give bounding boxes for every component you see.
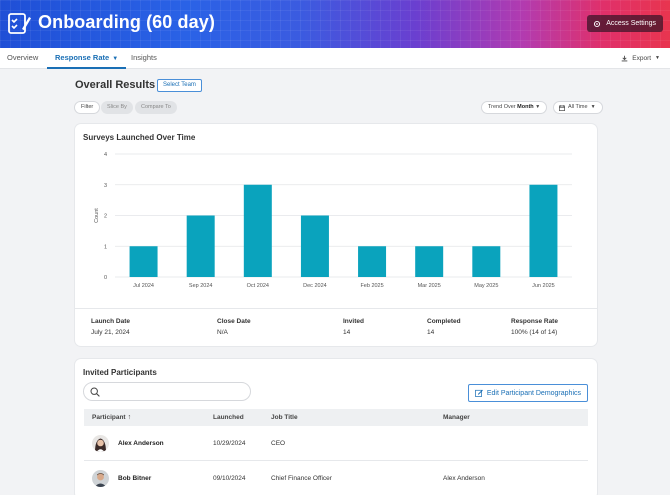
edit-participant-demographics-button[interactable]: Edit Participant Demographics — [467, 384, 588, 402]
participants-title: Invited Participants — [83, 368, 157, 377]
manager: Alex Anderson — [443, 475, 485, 482]
x-tick-label: May 2025 — [474, 283, 498, 289]
table-header: Participant ↑ Launched Job Title Manager — [84, 409, 588, 426]
export-label: Export — [632, 55, 652, 62]
response-rate-value: 100% (14 of 14) — [511, 329, 558, 336]
invited-value: 14 — [343, 329, 351, 336]
chevron-down-icon: ▼ — [590, 104, 596, 110]
tab-response-rate-label: Response Rate — [55, 53, 110, 62]
close-date-label: Close Date — [217, 318, 251, 325]
participant-search-input[interactable] — [83, 382, 251, 401]
select-team-button[interactable]: Select Team — [157, 79, 202, 92]
search-icon — [90, 387, 100, 397]
launch-date-stat: Launch Date July 21, 2024 — [91, 318, 130, 336]
nav-bar: Overview Response Rate ▼ Insights Export … — [0, 48, 670, 69]
header-banner: Onboarding (60 day) Access Settings — [0, 0, 670, 48]
bar — [529, 184, 558, 277]
column-header-manager[interactable]: Manager — [443, 414, 470, 421]
tab-response-rate[interactable]: Response Rate ▼ — [47, 48, 127, 69]
participant-name: Alex Anderson — [118, 440, 164, 447]
column-header-job-title[interactable]: Job Title — [271, 414, 298, 421]
x-tick-label: Oct 2024 — [247, 283, 269, 289]
table-row[interactable]: Alex Anderson 10/29/2024 CEO — [84, 426, 588, 461]
y-tick-label: 1 — [104, 244, 107, 250]
invited-stat: Invited 14 — [343, 318, 364, 336]
avatar — [92, 470, 109, 487]
table-row[interactable]: Bob Bitner 09/10/2024 Chief Finance Offi… — [84, 461, 588, 495]
invited-label: Invited — [343, 318, 364, 325]
avatar — [92, 435, 109, 452]
job-title: Chief Finance Officer — [271, 475, 332, 482]
trend-over-value: Month — [517, 104, 534, 110]
access-settings-button[interactable]: Access Settings — [587, 15, 663, 32]
launched-date: 10/29/2024 — [213, 440, 246, 447]
gear-icon — [594, 20, 601, 27]
survey-checklist-icon — [8, 13, 31, 34]
y-tick-label: 0 — [104, 275, 107, 281]
overall-results-title: Overall Results — [75, 79, 156, 91]
launched-date: 09/10/2024 — [213, 475, 246, 482]
x-tick-label: Mar 2025 — [418, 283, 441, 289]
bar — [129, 246, 158, 277]
column-participant-label: Participant — [92, 414, 126, 421]
page-title: Onboarding (60 day) — [38, 12, 215, 32]
chevron-down-icon: ▼ — [655, 55, 660, 61]
launch-date-value: July 21, 2024 — [91, 329, 130, 336]
participant-name: Bob Bitner — [118, 475, 152, 482]
calendar-icon — [559, 104, 565, 111]
column-header-participant[interactable]: Participant ↑ — [92, 409, 131, 426]
time-range-dropdown[interactable]: All Time ▼ — [553, 101, 603, 114]
slice-by-button[interactable]: Slice By — [101, 101, 133, 114]
y-axis-label: Count — [94, 208, 100, 223]
completed-value: 14 — [427, 329, 435, 336]
y-tick-label: 3 — [104, 183, 107, 189]
participants-card: Invited Participants Edit Participant De… — [75, 359, 597, 495]
completed-label: Completed — [427, 318, 461, 325]
export-button[interactable]: Export ▼ — [621, 48, 660, 69]
job-title: CEO — [271, 440, 286, 447]
bar — [415, 246, 444, 277]
sort-up-icon: ↑ — [127, 414, 132, 421]
x-tick-label: Dec 2024 — [303, 283, 327, 289]
bar — [472, 246, 501, 277]
bar — [186, 215, 215, 277]
response-rate-stat: Response Rate 100% (14 of 14) — [511, 318, 558, 336]
chevron-down-icon: ▼ — [112, 56, 119, 62]
trend-over-dropdown[interactable]: Trend Over Month ▼ — [481, 101, 548, 114]
x-tick-label: Jul 2024 — [133, 283, 154, 289]
tab-insights[interactable]: Insights — [131, 48, 157, 69]
bar — [300, 215, 329, 277]
tab-insights-label: Insights — [131, 53, 157, 62]
launch-date-label: Launch Date — [91, 318, 131, 325]
tab-overview-label: Overview — [7, 53, 39, 62]
bar — [243, 184, 272, 277]
summary-row: Launch Date July 21, 2024 Close Date N/A… — [75, 308, 597, 346]
y-tick-label: 2 — [104, 214, 107, 220]
response-rate-label: Response Rate — [511, 318, 558, 325]
close-date-stat: Close Date N/A — [217, 318, 251, 336]
x-tick-label: Feb 2025 — [360, 283, 383, 289]
tab-overview[interactable]: Overview — [7, 48, 38, 69]
filter-button[interactable]: Filter — [74, 101, 101, 114]
time-range-label: All Time — [568, 104, 588, 110]
bar — [358, 246, 387, 277]
chevron-down-icon: ▼ — [535, 104, 541, 110]
trend-over-label: Trend Over — [488, 104, 516, 110]
column-header-launched[interactable]: Launched — [213, 414, 244, 421]
access-settings-label: Access Settings — [606, 20, 656, 27]
compare-to-button[interactable]: Compare To — [135, 101, 177, 114]
edit-participant-demographics-label: Edit Participant Demographics — [486, 389, 581, 397]
download-icon — [621, 55, 628, 62]
x-tick-label: Sep 2024 — [189, 283, 213, 289]
completed-stat: Completed 14 — [427, 318, 461, 336]
surveys-bar-chart: 0 1 2 3 4 Count Jul 2024 Sep 2024 Oct 2024 Dec 20… — [94, 152, 572, 289]
chart-card: Surveys Launched Over Time 0 1 2 3 4 Count Jul… — [75, 124, 597, 346]
y-tick-label: 4 — [104, 152, 107, 158]
edit-icon — [474, 389, 483, 397]
close-date-value: N/A — [217, 329, 228, 336]
x-tick-label: Jun 2025 — [532, 283, 555, 289]
chart-title: Surveys Launched Over Time — [83, 133, 196, 142]
